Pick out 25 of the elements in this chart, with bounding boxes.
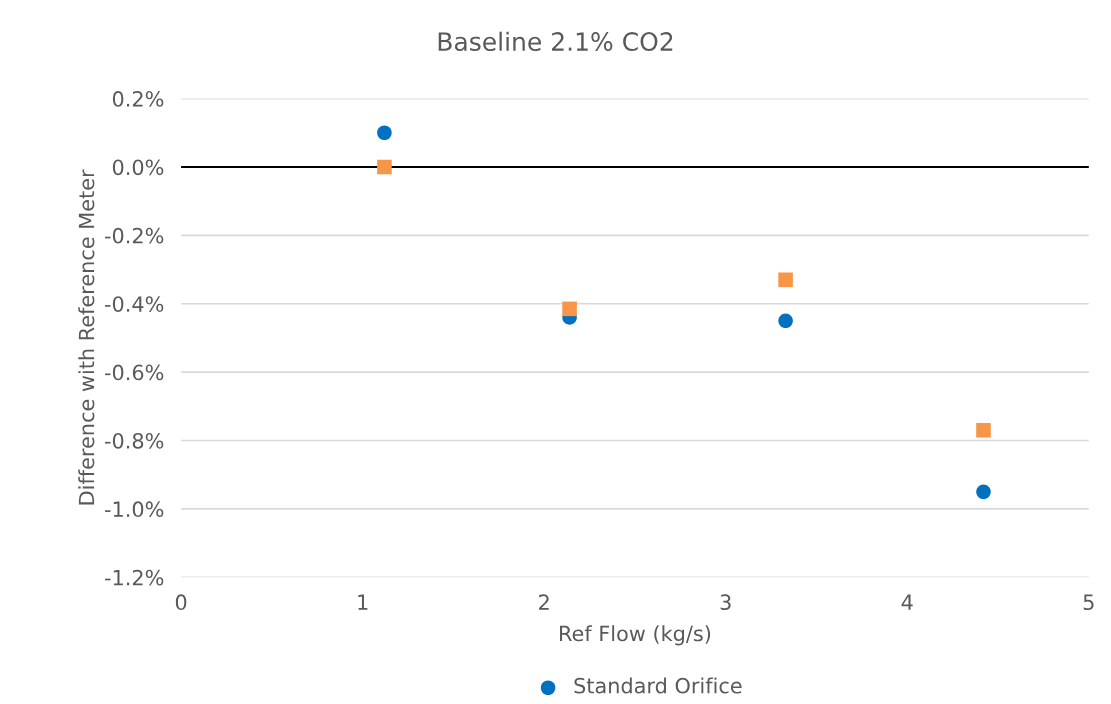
x-axis-title: Ref Flow (kg/s) <box>560 625 711 646</box>
y-tick-label: 0.0% <box>112 159 164 176</box>
x-tick-label: 3 <box>720 594 731 611</box>
x-tick-label: 0 <box>175 594 187 611</box>
y-tick-label: -1.0% <box>105 501 164 518</box>
point <box>778 313 793 329</box>
x-tick-label: 2 <box>539 594 549 610</box>
y-tick-label: -0.4% <box>105 296 164 312</box>
y-tick-label: -0.2% <box>105 227 164 244</box>
x-tick-label: 1 <box>358 594 368 610</box>
x-tick-label: 4 <box>901 594 913 610</box>
point <box>377 125 392 141</box>
y-axis-title: Difference with Reference Meter <box>78 169 95 505</box>
chart-title: Baseline 2.1% CO2 <box>438 31 673 52</box>
x-tick-label: 5 <box>1083 594 1094 611</box>
y-tick-label: -1.2% <box>105 569 164 586</box>
point <box>976 484 991 500</box>
point <box>976 422 991 438</box>
point <box>377 159 392 175</box>
legend-label: Standard Orifice <box>574 677 742 694</box>
y-tick-label: -0.8% <box>105 432 164 449</box>
y-tick-label: -0.6% <box>105 364 164 381</box>
point <box>778 272 793 288</box>
y-tick-label: 0.2% <box>112 91 164 107</box>
point <box>562 301 577 317</box>
